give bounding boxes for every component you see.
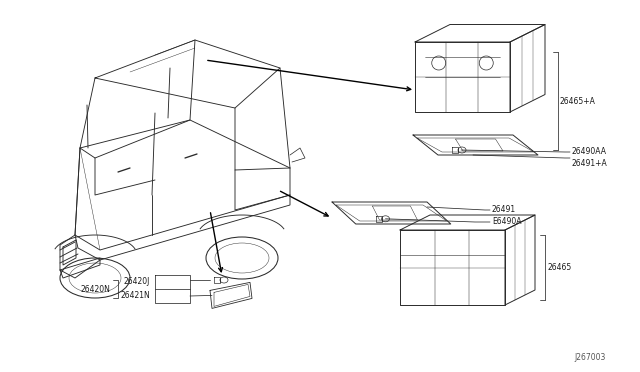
Text: 26420J: 26420J: [124, 278, 150, 286]
Text: 26491: 26491: [492, 205, 516, 215]
Text: 26420N: 26420N: [80, 285, 110, 294]
Text: 26491+A: 26491+A: [572, 158, 608, 167]
Text: E6490A: E6490A: [492, 218, 522, 227]
Text: 26490AA: 26490AA: [572, 148, 607, 157]
Text: 26421N: 26421N: [120, 292, 150, 301]
Text: 26465: 26465: [547, 263, 572, 272]
Text: 26465+A: 26465+A: [560, 96, 596, 106]
Text: J267003: J267003: [574, 353, 605, 362]
